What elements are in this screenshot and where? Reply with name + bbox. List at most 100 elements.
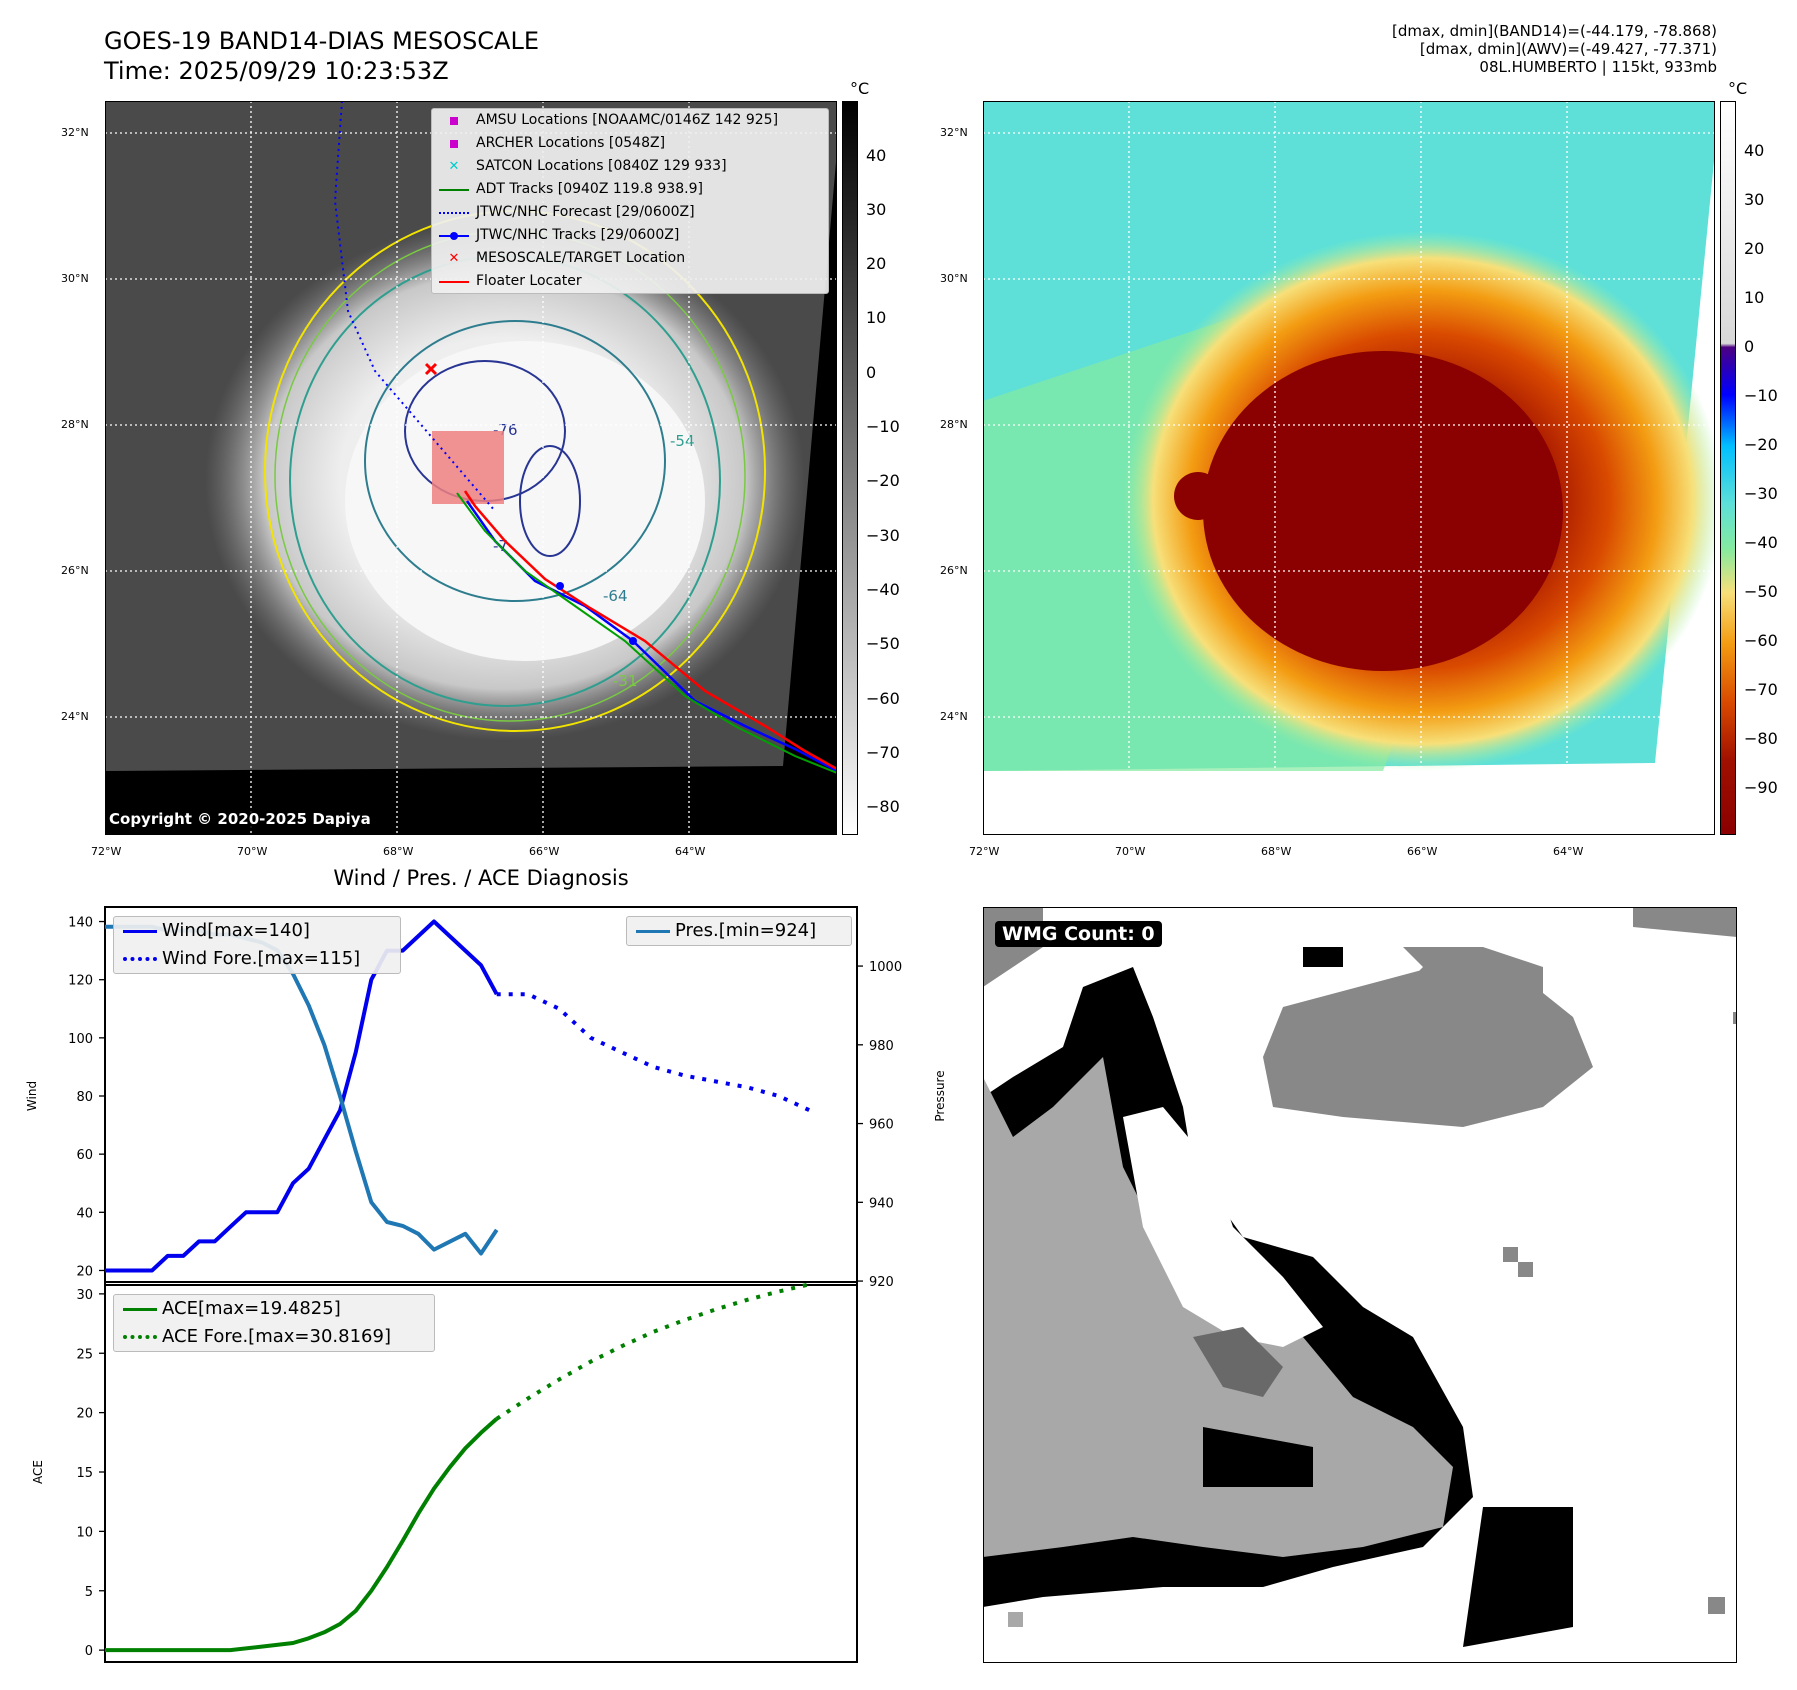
awv-range: [dmax, dmin](AWV)=(-49.427, -77.371) [1419, 40, 1717, 58]
storm-info: [dmax, dmin](BAND14)=(-44.179, -78.868) … [1392, 22, 1717, 76]
colorbar-tick: 0 [1744, 337, 1755, 356]
ace-series-line [105, 1417, 499, 1653]
legend-item-floater: Floater Locater [432, 270, 828, 293]
pressure-legend: Pres.[min=924] [626, 916, 852, 946]
floater-line [463, 490, 837, 771]
colorbar-tick: −70 [1744, 680, 1778, 699]
figure-timestamp: Time: 2025/09/29 10:23:53Z [104, 57, 449, 85]
colorbar-tick: −80 [1744, 729, 1778, 748]
colorbar-tick: −40 [1744, 533, 1778, 552]
color-ir-colorbar-unit: °C [1728, 79, 1748, 98]
colorbar-tick: 40 [866, 146, 887, 165]
ace-y-tick-label: 0 [85, 1644, 93, 1659]
colorbar-tick: −90 [1744, 778, 1778, 797]
colorbar-tick: −20 [866, 471, 900, 490]
wind-y-tick-label: 80 [76, 1090, 93, 1105]
map-legend: AMSU Locations [NOAAMC/0146Z 142 925] AR… [431, 108, 829, 294]
colorbar-tick: −40 [866, 580, 900, 599]
lat-label: 30°N [61, 272, 89, 285]
solid-line-icon [439, 188, 469, 191]
legend-item-wind: Wind[max=140] [118, 917, 396, 945]
wind-series-line [105, 919, 499, 1273]
legend-item-ace: ACE[max=19.4825] [118, 1295, 430, 1323]
lat-label: 28°N [61, 418, 89, 431]
band14-range: [dmax, dmin](BAND14)=(-44.179, -78.868) [1392, 22, 1717, 40]
colorbar-tick: −30 [866, 526, 900, 545]
lat-label: 26°N [61, 564, 89, 577]
solid-line-icon [636, 929, 670, 933]
colorbar-tick: 30 [866, 200, 887, 219]
legend-item-pressure: Pres.[min=924] [631, 917, 847, 945]
lon-label: 72°W [91, 845, 122, 858]
colorbar-tick: −30 [1744, 484, 1778, 503]
ace-y-tick-label: 15 [76, 1466, 93, 1481]
legend-item-target: ✕ MESOSCALE/TARGET Location [432, 247, 828, 270]
legend-item-adt: ADT Tracks [0940Z 119.8 938.9] [432, 178, 828, 201]
wind-y-tick-label: 140 [68, 916, 93, 931]
forecast-track-line [333, 101, 496, 512]
colorbar-tick: −20 [1744, 435, 1778, 454]
lat-label: 32°N [61, 126, 89, 139]
legend-item-forecast: JTWC/NHC Forecast [29/0600Z] [432, 201, 828, 224]
x-marker-icon: ✕ [448, 159, 460, 174]
pressure-y-tick-label: 960 [869, 1118, 894, 1133]
lat-label: 30°N [940, 272, 968, 285]
legend-item-satcon: ✕ SATCON Locations [0840Z 129 933] [432, 155, 828, 178]
lon-label: 68°W [383, 845, 414, 858]
pressure-y-tick-label: 940 [869, 1196, 894, 1211]
dotted-line-icon [439, 211, 469, 214]
lon-label: 70°W [1115, 845, 1146, 858]
ir-colorbar [842, 101, 858, 835]
wind-y-tick-label: 60 [76, 1148, 93, 1163]
storm-name-intensity: 08L.HUMBERTO | 115kt, 933mb [1479, 58, 1717, 76]
wind-axis-label: Wind [25, 1081, 39, 1111]
wind-y-tick-label: 40 [76, 1206, 93, 1221]
lat-label: 24°N [940, 710, 968, 723]
contour-label: -31 [613, 672, 638, 690]
solid-line-icon [439, 280, 469, 283]
lon-label: 68°W [1261, 845, 1292, 858]
contour-label: -64 [603, 587, 628, 605]
figure-title: GOES-19 BAND14-DIAS MESOSCALE [104, 27, 540, 55]
adt-track-line [456, 492, 837, 774]
color-ir-colorbar [1720, 101, 1736, 835]
wind-y-tick-label: 120 [68, 974, 93, 989]
x-marker-icon: ✕ [448, 251, 460, 266]
wind-pressure-chart: 20 40 60 80 100 120 140 920 940 960 980 1000 Wind Pre… [25, 906, 947, 1290]
contour-label: -54 [670, 432, 695, 450]
colorbar-tick: 30 [1744, 190, 1765, 209]
legend-item-wind-forecast: Wind Fore.[max=115] [118, 945, 396, 973]
ace-axis-label: ACE [31, 1460, 45, 1484]
ace-y-tick-label: 10 [76, 1525, 93, 1540]
ace-chart: 0 5 10 15 20 25 30 ACE [31, 1281, 858, 1663]
colorbar-tick: −10 [866, 417, 900, 436]
legend-item-archer: ARCHER Locations [0548Z] [432, 132, 828, 155]
dotted-line-icon [123, 957, 157, 961]
colorbar-tick: −50 [866, 634, 900, 653]
legend-item-ace-forecast: ACE Fore.[max=30.8169] [118, 1323, 430, 1351]
target-x-marker [424, 362, 438, 376]
diagnosis-chart-title: Wind / Pres. / ACE Diagnosis [333, 866, 629, 890]
legend-item-amsu: AMSU Locations [NOAAMC/0146Z 142 925] [432, 109, 828, 132]
track-point [629, 637, 637, 645]
colorbar-tick: 0 [866, 363, 877, 382]
colorbar-tick: −60 [866, 689, 900, 708]
lon-label: 70°W [237, 845, 268, 858]
pressure-axis-label: Pressure [933, 1070, 947, 1121]
pressure-y-tick-label: 920 [869, 1275, 894, 1290]
wind-forecast-series-line [496, 992, 811, 1113]
lon-label: 64°W [1553, 845, 1584, 858]
lat-label: 24°N [61, 710, 89, 723]
wind-legend: Wind[max=140] Wind Fore.[max=115] [113, 916, 401, 974]
colorbar-tick: −70 [866, 743, 900, 762]
ace-y-tick-label: 5 [85, 1585, 93, 1600]
square-marker-icon [450, 116, 458, 125]
lat-label: 28°N [940, 418, 968, 431]
colorbar-tick: 20 [866, 254, 887, 273]
track-point [556, 582, 564, 590]
pressure-series-line [105, 924, 499, 1256]
lon-label: 64°W [675, 845, 706, 858]
colorbar-tick: 10 [866, 308, 887, 327]
color-map-gridlines [983, 101, 1715, 835]
wind-y-tick-label: 100 [68, 1032, 93, 1047]
